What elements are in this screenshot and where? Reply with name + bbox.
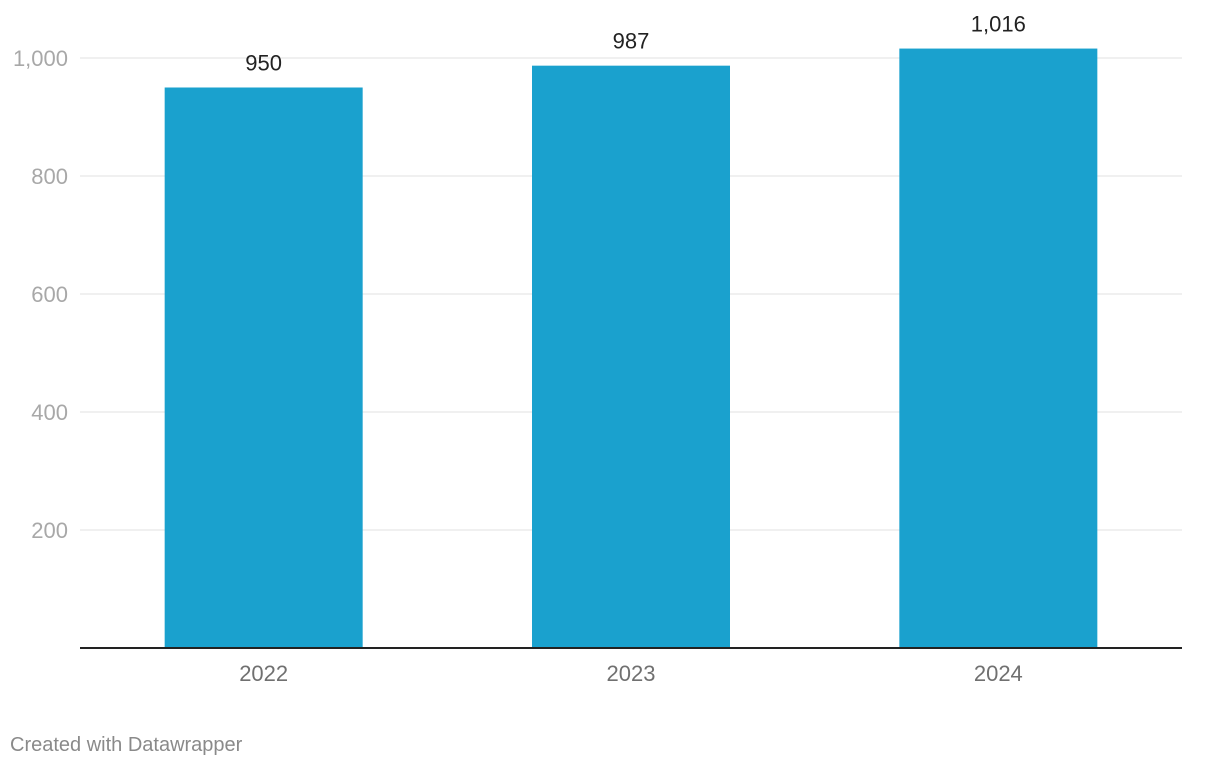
y-tick-label-1000: 1,000 [13,46,68,71]
bars [164,48,1098,649]
y-tick-label-600: 600 [31,282,68,307]
footer-credit: Created with Datawrapper [10,734,243,756]
bar-value-label-2022: 950 [245,51,282,76]
bar-value-labels: 950 987 1,016 [245,12,1026,76]
bar-2022 [164,87,363,648]
bar-value-label-2024: 1,016 [971,12,1026,37]
bar-value-label-2023: 987 [613,29,650,54]
y-axis-tick-labels: 200 400 600 800 1,000 [13,46,68,543]
bar-2024 [899,48,1098,649]
bar-2023 [532,65,730,649]
y-tick-label-800: 800 [31,164,68,189]
y-tick-label-400: 400 [31,400,68,425]
x-tick-label-2023: 2023 [607,661,656,686]
x-axis-tick-labels: 2022 2023 2024 [239,661,1023,686]
y-tick-label-200: 200 [31,518,68,543]
x-tick-label-2024: 2024 [974,661,1023,686]
x-tick-label-2022: 2022 [239,661,288,686]
